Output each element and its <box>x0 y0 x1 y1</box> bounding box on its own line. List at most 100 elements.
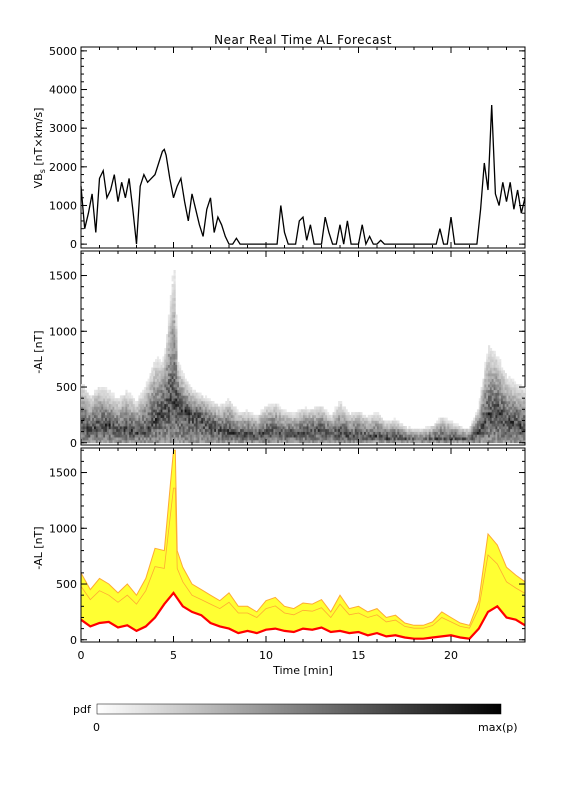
pdf-cell <box>145 401 148 405</box>
pdf-cell <box>351 437 354 441</box>
pdf-cell <box>340 401 343 405</box>
pdf-cell <box>517 417 520 421</box>
pdf-cell <box>125 412 128 416</box>
pdf-cell <box>171 356 174 360</box>
pdf-cell <box>171 378 174 382</box>
pdf-cell <box>523 417 526 421</box>
pdf-cell <box>208 437 211 441</box>
pdf-cell <box>388 437 391 441</box>
pdf-cell <box>169 334 172 338</box>
pdf-cell <box>151 387 154 391</box>
pdf-cell <box>105 406 108 410</box>
pdf-cell <box>343 414 346 418</box>
pdf-cell <box>495 423 498 427</box>
pdf-cell <box>336 426 339 430</box>
pdf-cell <box>164 356 167 360</box>
pdf-cell <box>169 350 172 354</box>
pdf-cell <box>212 434 215 438</box>
pdf-cell <box>282 440 285 444</box>
pdf-cell <box>323 412 326 416</box>
pdf-cell <box>258 437 261 441</box>
pdf-cell <box>195 392 198 396</box>
pdf-cell <box>238 420 241 424</box>
pdf-cell <box>290 434 293 438</box>
pdf-cell <box>121 414 124 418</box>
pdf-cell <box>510 423 513 427</box>
pdf-cell <box>491 398 494 402</box>
pdf-cell <box>356 434 359 438</box>
pdf-cell <box>499 409 502 413</box>
pdf-cell <box>195 428 198 432</box>
pdf-cell <box>523 426 526 430</box>
pdf-cell <box>310 417 313 421</box>
pdf-cell <box>323 437 326 441</box>
pdf-cell <box>508 431 511 435</box>
pdf-cell <box>143 389 147 393</box>
pdf-cell <box>304 437 307 441</box>
pdf-cell <box>219 428 222 432</box>
pdf-cell <box>486 356 489 360</box>
pdf-cell <box>501 373 504 377</box>
pdf-cell <box>323 423 326 427</box>
pdf-cell <box>129 417 132 421</box>
pdf-cell <box>315 426 319 430</box>
pdf-cell <box>332 426 335 430</box>
pdf-cell <box>502 384 505 388</box>
pdf-cell <box>127 409 130 413</box>
pdf-cell <box>502 370 505 374</box>
pdf-cell <box>140 423 143 427</box>
pdf-cell <box>499 387 502 391</box>
pdf-cell <box>380 420 383 424</box>
pdf-cell <box>315 434 319 438</box>
pdf-cell <box>164 378 167 382</box>
pdf-cell <box>225 440 228 444</box>
pdf-cell <box>482 389 485 393</box>
pdf-cell <box>167 401 171 405</box>
pdf-cell <box>156 398 160 402</box>
pdf-cell <box>264 412 267 416</box>
pdf-cell <box>388 428 391 432</box>
pdf-cell <box>269 440 272 444</box>
pdf-cell <box>167 356 171 360</box>
pdf-cell <box>82 401 85 405</box>
pdf-cell <box>158 378 161 382</box>
pdf-cell <box>476 414 480 418</box>
pdf-cell <box>351 412 354 416</box>
pdf-cell <box>114 420 117 424</box>
pdf-cell <box>175 322 178 326</box>
pdf-cell <box>506 378 509 382</box>
pdf-cell <box>188 431 191 435</box>
y-tick-label: 0 <box>70 634 77 647</box>
pdf-cell <box>260 414 263 418</box>
pdf-cell <box>249 412 252 416</box>
pdf-cell <box>173 297 176 301</box>
pdf-cell <box>173 384 176 388</box>
pdf-cell <box>519 387 522 391</box>
pdf-cell <box>145 414 148 418</box>
pdf-cell <box>149 375 152 379</box>
pdf-cell <box>167 367 171 371</box>
pdf-cell <box>88 403 91 407</box>
pdf-cell <box>456 426 459 430</box>
pdf-cell <box>147 426 150 430</box>
pdf-cell <box>325 428 328 432</box>
pdf-cell <box>184 426 187 430</box>
pdf-cell <box>515 406 518 410</box>
pdf-cell <box>171 426 174 430</box>
pdf-cell <box>156 423 160 427</box>
pdf-cell <box>155 401 158 405</box>
pdf-cell <box>197 403 200 407</box>
pdf-cell <box>179 420 182 424</box>
pdf-cell <box>443 417 446 421</box>
pdf-cell <box>315 423 319 427</box>
pdf-cell <box>155 375 158 379</box>
pdf-cell <box>240 426 243 430</box>
pdf-cell <box>171 303 174 307</box>
pdf-cell <box>321 440 324 444</box>
pdf-cell <box>156 417 160 421</box>
pdf-cell <box>236 426 239 430</box>
pdf-cell <box>214 434 217 438</box>
pdf-cell <box>90 440 93 444</box>
y-tick-label: 1500 <box>49 467 77 480</box>
pdf-cell <box>129 431 132 435</box>
